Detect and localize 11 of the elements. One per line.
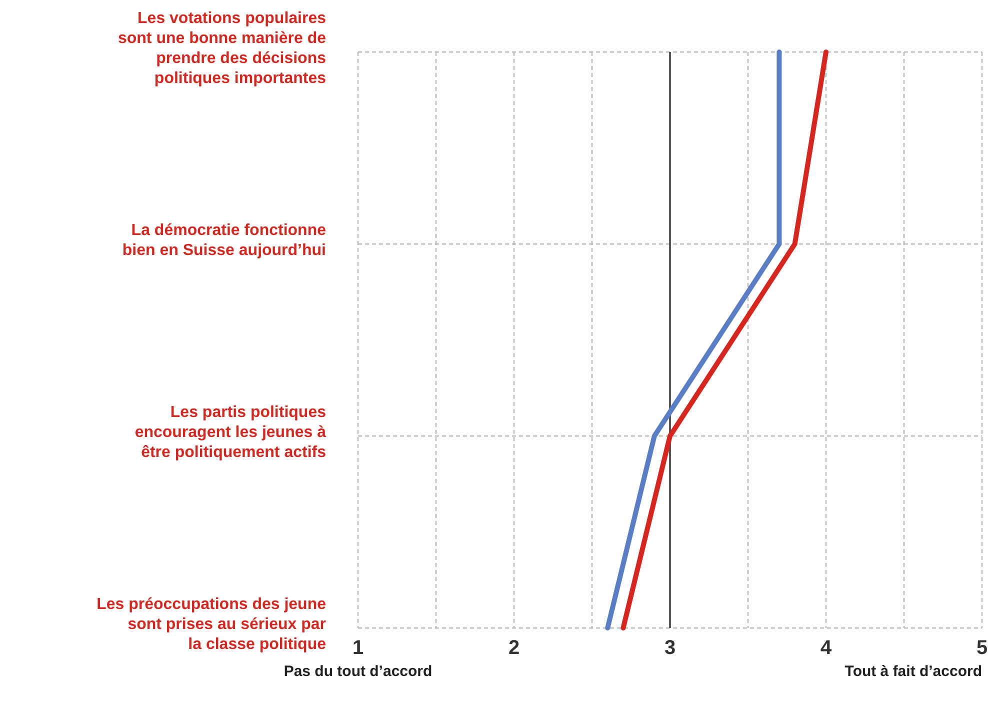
x-tick-label: 2: [508, 637, 520, 659]
x-tick-label: 3: [664, 637, 676, 659]
y-tick-label: La démocratie fonctionne bien en Suisse aujourd’hui: [122, 222, 326, 259]
y-tick-label: Les préoccupations des jeune sont prises au sérieux par la classe politique: [96, 596, 326, 653]
y-tick-label: Les partis politiques encouragent les jeunes à être politiquement actifs: [134, 404, 326, 461]
y-tick-label: Les votations populaires sont une bonne manière de prendre des décisions politiques importantes: [118, 10, 326, 87]
text: Pas du tout d’accord: [284, 663, 432, 680]
text: Tout à fait d’accord: [844, 663, 982, 680]
x-tick-label: 1: [352, 637, 364, 659]
x-tick-label: 4: [820, 637, 832, 659]
x-tick-label: 5: [976, 637, 988, 659]
